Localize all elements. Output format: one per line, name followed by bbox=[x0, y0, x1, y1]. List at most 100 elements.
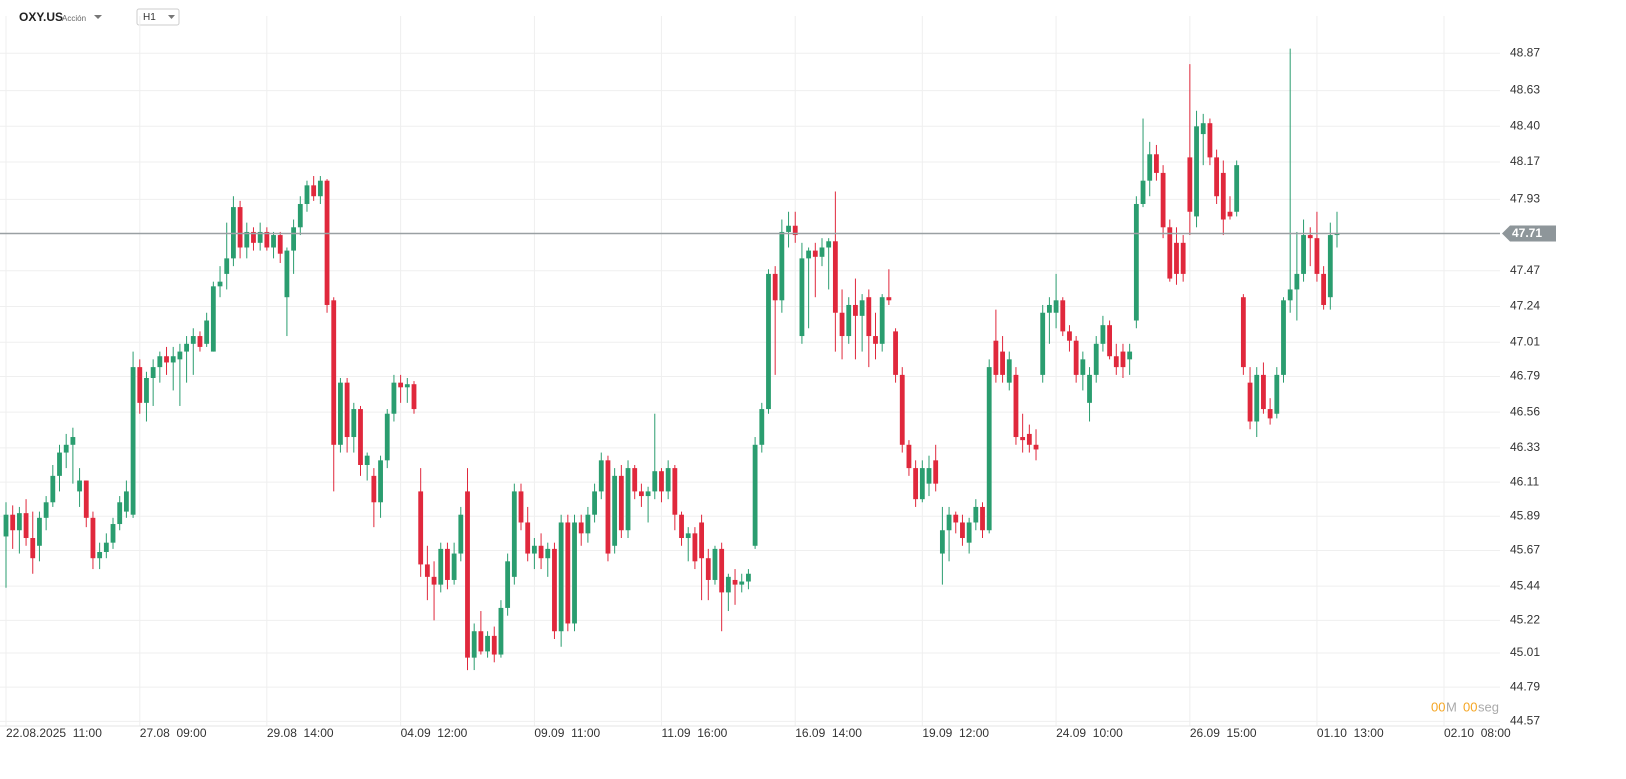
candle-body bbox=[779, 231, 785, 301]
candle-body bbox=[859, 300, 865, 316]
candle-body bbox=[1334, 233, 1340, 236]
candle-body bbox=[612, 475, 618, 546]
candle-body bbox=[585, 514, 591, 534]
candle-body bbox=[926, 468, 932, 484]
candle-body bbox=[665, 468, 671, 492]
candle-body bbox=[1033, 444, 1039, 450]
candle-body bbox=[1013, 374, 1019, 438]
candle-body bbox=[10, 514, 16, 531]
y-tick-label: 45.89 bbox=[1510, 508, 1540, 522]
candle-body bbox=[786, 225, 791, 232]
candle-body bbox=[451, 553, 457, 580]
symbol-dropdown-arrow[interactable] bbox=[94, 15, 102, 19]
candle-body bbox=[913, 468, 919, 500]
candle-body bbox=[899, 374, 905, 445]
y-tick-label: 45.01 bbox=[1510, 645, 1540, 659]
candle-body bbox=[1267, 409, 1273, 419]
candle-body bbox=[338, 382, 343, 445]
candle-body bbox=[1240, 297, 1246, 368]
interval-select[interactable] bbox=[136, 8, 180, 26]
candle-body bbox=[177, 351, 183, 360]
candle-body bbox=[679, 514, 684, 539]
candle-body bbox=[839, 312, 845, 337]
candle-body bbox=[966, 522, 972, 543]
candle-body bbox=[853, 304, 858, 316]
candle-body bbox=[799, 258, 805, 337]
candle-body bbox=[605, 460, 611, 554]
candle-body bbox=[384, 413, 390, 461]
candle-body bbox=[1287, 289, 1293, 301]
candle-body bbox=[123, 491, 129, 512]
candle-body bbox=[184, 343, 189, 352]
candle-body bbox=[1100, 325, 1106, 344]
candle-body bbox=[1000, 351, 1005, 375]
candle-body bbox=[1180, 242, 1186, 274]
candle-body bbox=[552, 548, 557, 632]
candle-body bbox=[1120, 351, 1126, 368]
candle-body bbox=[438, 548, 444, 585]
candle-body bbox=[893, 331, 898, 375]
instrument-kind: Acción bbox=[62, 14, 86, 23]
candle-body bbox=[531, 545, 537, 554]
candle-body bbox=[478, 631, 484, 652]
candle-body bbox=[1073, 340, 1079, 375]
candle-body bbox=[1200, 123, 1206, 135]
candle-body bbox=[919, 468, 925, 500]
candle-body bbox=[685, 533, 691, 539]
candle-body bbox=[164, 356, 169, 363]
candle-body bbox=[130, 367, 136, 515]
x-tick-label: 02.10 08:00 bbox=[1444, 726, 1511, 740]
candle-body bbox=[77, 480, 82, 492]
candle-body bbox=[692, 533, 698, 562]
candle-body bbox=[1160, 172, 1166, 228]
candle-body bbox=[251, 231, 256, 243]
candle-body bbox=[1046, 304, 1052, 313]
candle-body bbox=[103, 542, 109, 552]
candle-body bbox=[291, 227, 297, 251]
candle-body bbox=[471, 631, 477, 658]
candle-body bbox=[752, 444, 758, 546]
candle-body bbox=[398, 382, 404, 388]
candle-body bbox=[1214, 157, 1220, 197]
candle-body bbox=[1274, 374, 1280, 414]
candle-body bbox=[525, 522, 531, 554]
candle-body bbox=[458, 514, 464, 554]
candle-body bbox=[719, 548, 725, 593]
x-tick-label: 26.09 15:00 bbox=[1190, 726, 1257, 740]
candle-body bbox=[404, 384, 410, 388]
candle-body bbox=[558, 522, 564, 632]
candle-body bbox=[284, 250, 290, 298]
y-tick-label: 48.63 bbox=[1510, 83, 1540, 97]
candle-body bbox=[97, 551, 103, 559]
candle-body bbox=[886, 297, 892, 301]
candle-body bbox=[16, 513, 22, 531]
candle-body bbox=[672, 468, 678, 515]
candle-body bbox=[538, 545, 544, 559]
candle-body bbox=[806, 250, 812, 259]
axes: 48.87 48.63 48.40 48.17 47.93 47.47 47.24 47.01… bbox=[0, 45, 1556, 740]
candle-body bbox=[418, 491, 424, 565]
candle-body bbox=[311, 185, 317, 197]
candle-body bbox=[866, 297, 872, 337]
candle-body bbox=[1087, 374, 1092, 403]
candle-body bbox=[1147, 154, 1153, 181]
candle-body bbox=[137, 367, 143, 403]
candle-body bbox=[545, 548, 551, 559]
y-tick-label: 45.22 bbox=[1510, 613, 1540, 627]
candle-body bbox=[217, 281, 223, 287]
y-tick-label: 47.47 bbox=[1510, 263, 1540, 277]
candle-body bbox=[933, 460, 939, 484]
countdown-minutes-unit: M bbox=[1446, 699, 1457, 714]
candle-body bbox=[993, 340, 999, 375]
candle-body bbox=[237, 207, 243, 248]
candle-body bbox=[906, 444, 912, 469]
y-tick-label: 48.17 bbox=[1510, 154, 1540, 168]
candle-body bbox=[739, 581, 745, 585]
symbol[interactable]: OXY.US bbox=[19, 10, 63, 24]
candle-body bbox=[83, 480, 89, 518]
candle-body bbox=[391, 382, 397, 414]
toolbar: OXY.US Acción H1 bbox=[19, 8, 180, 26]
y-tick-label: 48.40 bbox=[1510, 118, 1540, 132]
candle-body bbox=[746, 573, 751, 582]
candle-body bbox=[725, 576, 731, 593]
